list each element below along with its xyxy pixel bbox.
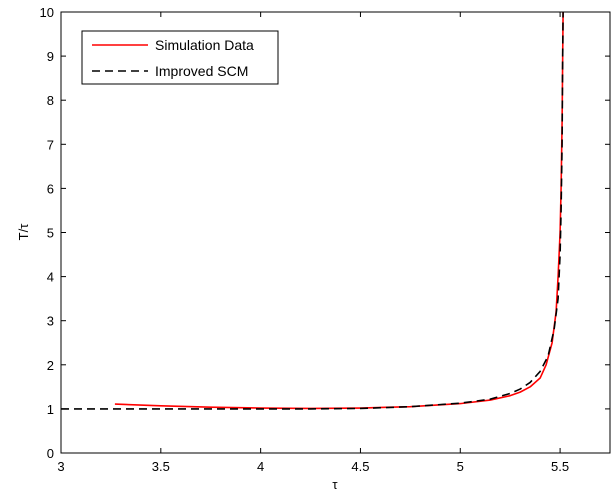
y-axis-label: T/τ <box>16 223 31 241</box>
y-tick-label: 1 <box>47 402 54 417</box>
x-tick-label: 5 <box>457 459 464 474</box>
y-tick-label: 9 <box>47 49 54 64</box>
legend-label-simulation-data: Simulation Data <box>155 37 254 53</box>
x-tick-label: 4.5 <box>351 459 369 474</box>
legend-box <box>81 30 279 85</box>
x-tick-label: 3 <box>57 459 64 474</box>
y-tick-label: 3 <box>47 314 54 329</box>
y-tick-label: 6 <box>47 181 54 196</box>
axis-ticks: 3 3.5 4 4.5 5 5.5 0 1 2 3 4 5 6 7 8 9 10 <box>40 5 610 474</box>
series-line-improved-scm <box>61 12 564 410</box>
legend-label-improved-scm: Improved SCM <box>155 63 248 79</box>
y-tick-label: 5 <box>47 226 54 241</box>
x-axis-label: τ <box>332 477 338 492</box>
y-tick-label: 10 <box>40 5 54 20</box>
x-tick-label: 3.5 <box>152 459 170 474</box>
series-layer <box>61 12 564 410</box>
y-tick-label: 2 <box>47 358 54 373</box>
plot-area <box>60 11 611 454</box>
x-tick-label: 5.5 <box>551 459 569 474</box>
y-tick-label: 8 <box>47 93 54 108</box>
x-tick-label: 4 <box>257 459 264 474</box>
y-tick-label: 4 <box>47 270 54 285</box>
y-tick-label: 0 <box>47 446 54 461</box>
legend: Simulation Data Improved SCM <box>81 30 279 85</box>
y-tick-label: 7 <box>47 137 54 152</box>
